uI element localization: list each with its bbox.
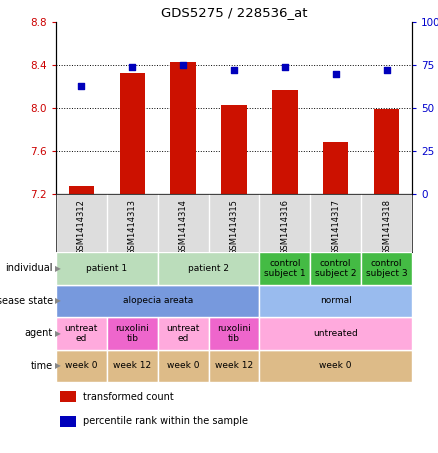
- Bar: [259, 252, 310, 284]
- Point: [281, 63, 288, 70]
- Text: individual: individual: [6, 263, 53, 273]
- Text: patient 2: patient 2: [188, 264, 229, 273]
- Bar: [107, 350, 158, 382]
- Bar: [158, 350, 208, 382]
- Bar: [272, 90, 297, 194]
- Title: GDS5275 / 228536_at: GDS5275 / 228536_at: [161, 6, 307, 19]
- Text: untreat
ed: untreat ed: [166, 323, 200, 343]
- Text: ▶: ▶: [55, 329, 61, 338]
- Text: GSM1414317: GSM1414317: [331, 198, 340, 255]
- Bar: [120, 72, 145, 194]
- Bar: [323, 142, 348, 194]
- Bar: [221, 105, 247, 194]
- Text: GSM1414315: GSM1414315: [230, 198, 239, 255]
- Text: untreated: untreated: [313, 329, 358, 338]
- Bar: [361, 252, 412, 284]
- Bar: [259, 350, 412, 382]
- Bar: [208, 317, 259, 350]
- Point: [383, 67, 390, 74]
- Text: ▶: ▶: [55, 296, 61, 305]
- Bar: [69, 187, 94, 194]
- Text: untreat
ed: untreat ed: [65, 323, 98, 343]
- Text: control
subject 3: control subject 3: [366, 259, 407, 278]
- Bar: [208, 350, 259, 382]
- Bar: [56, 252, 158, 284]
- Bar: [374, 109, 399, 194]
- Bar: [56, 317, 107, 350]
- Text: GSM1414313: GSM1414313: [128, 198, 137, 255]
- Text: GSM1414312: GSM1414312: [77, 198, 86, 255]
- Bar: [107, 317, 158, 350]
- Point: [332, 70, 339, 77]
- Bar: [259, 284, 412, 317]
- Text: transformed count: transformed count: [83, 392, 173, 402]
- Bar: [158, 317, 208, 350]
- Point: [78, 82, 85, 89]
- Point: [180, 61, 187, 68]
- Text: ▶: ▶: [55, 264, 61, 273]
- Text: week 0: week 0: [167, 361, 199, 370]
- Text: ruxolini
tib: ruxolini tib: [217, 323, 251, 343]
- Bar: [259, 317, 412, 350]
- Text: disease state: disease state: [0, 296, 53, 306]
- Text: percentile rank within the sample: percentile rank within the sample: [83, 416, 248, 426]
- Point: [230, 67, 237, 74]
- Text: normal: normal: [320, 296, 352, 305]
- Bar: [310, 252, 361, 284]
- Text: week 12: week 12: [113, 361, 152, 370]
- Text: week 12: week 12: [215, 361, 253, 370]
- Text: alopecia areata: alopecia areata: [123, 296, 193, 305]
- Bar: [56, 284, 259, 317]
- Text: time: time: [31, 361, 53, 371]
- Text: week 0: week 0: [65, 361, 98, 370]
- Bar: [56, 350, 107, 382]
- Text: patient 1: patient 1: [86, 264, 127, 273]
- Bar: [60, 415, 76, 427]
- Text: GSM1414316: GSM1414316: [280, 198, 290, 255]
- Text: control
subject 1: control subject 1: [264, 259, 306, 278]
- Point: [129, 63, 136, 70]
- Text: GSM1414318: GSM1414318: [382, 198, 391, 255]
- Text: ▶: ▶: [55, 361, 61, 370]
- Text: ruxolini
tib: ruxolini tib: [115, 323, 149, 343]
- Text: control
subject 2: control subject 2: [315, 259, 357, 278]
- Bar: [170, 62, 196, 194]
- Bar: [60, 391, 76, 402]
- Text: week 0: week 0: [319, 361, 352, 370]
- Text: GSM1414314: GSM1414314: [179, 198, 187, 255]
- Text: agent: agent: [25, 328, 53, 338]
- Bar: [158, 252, 259, 284]
